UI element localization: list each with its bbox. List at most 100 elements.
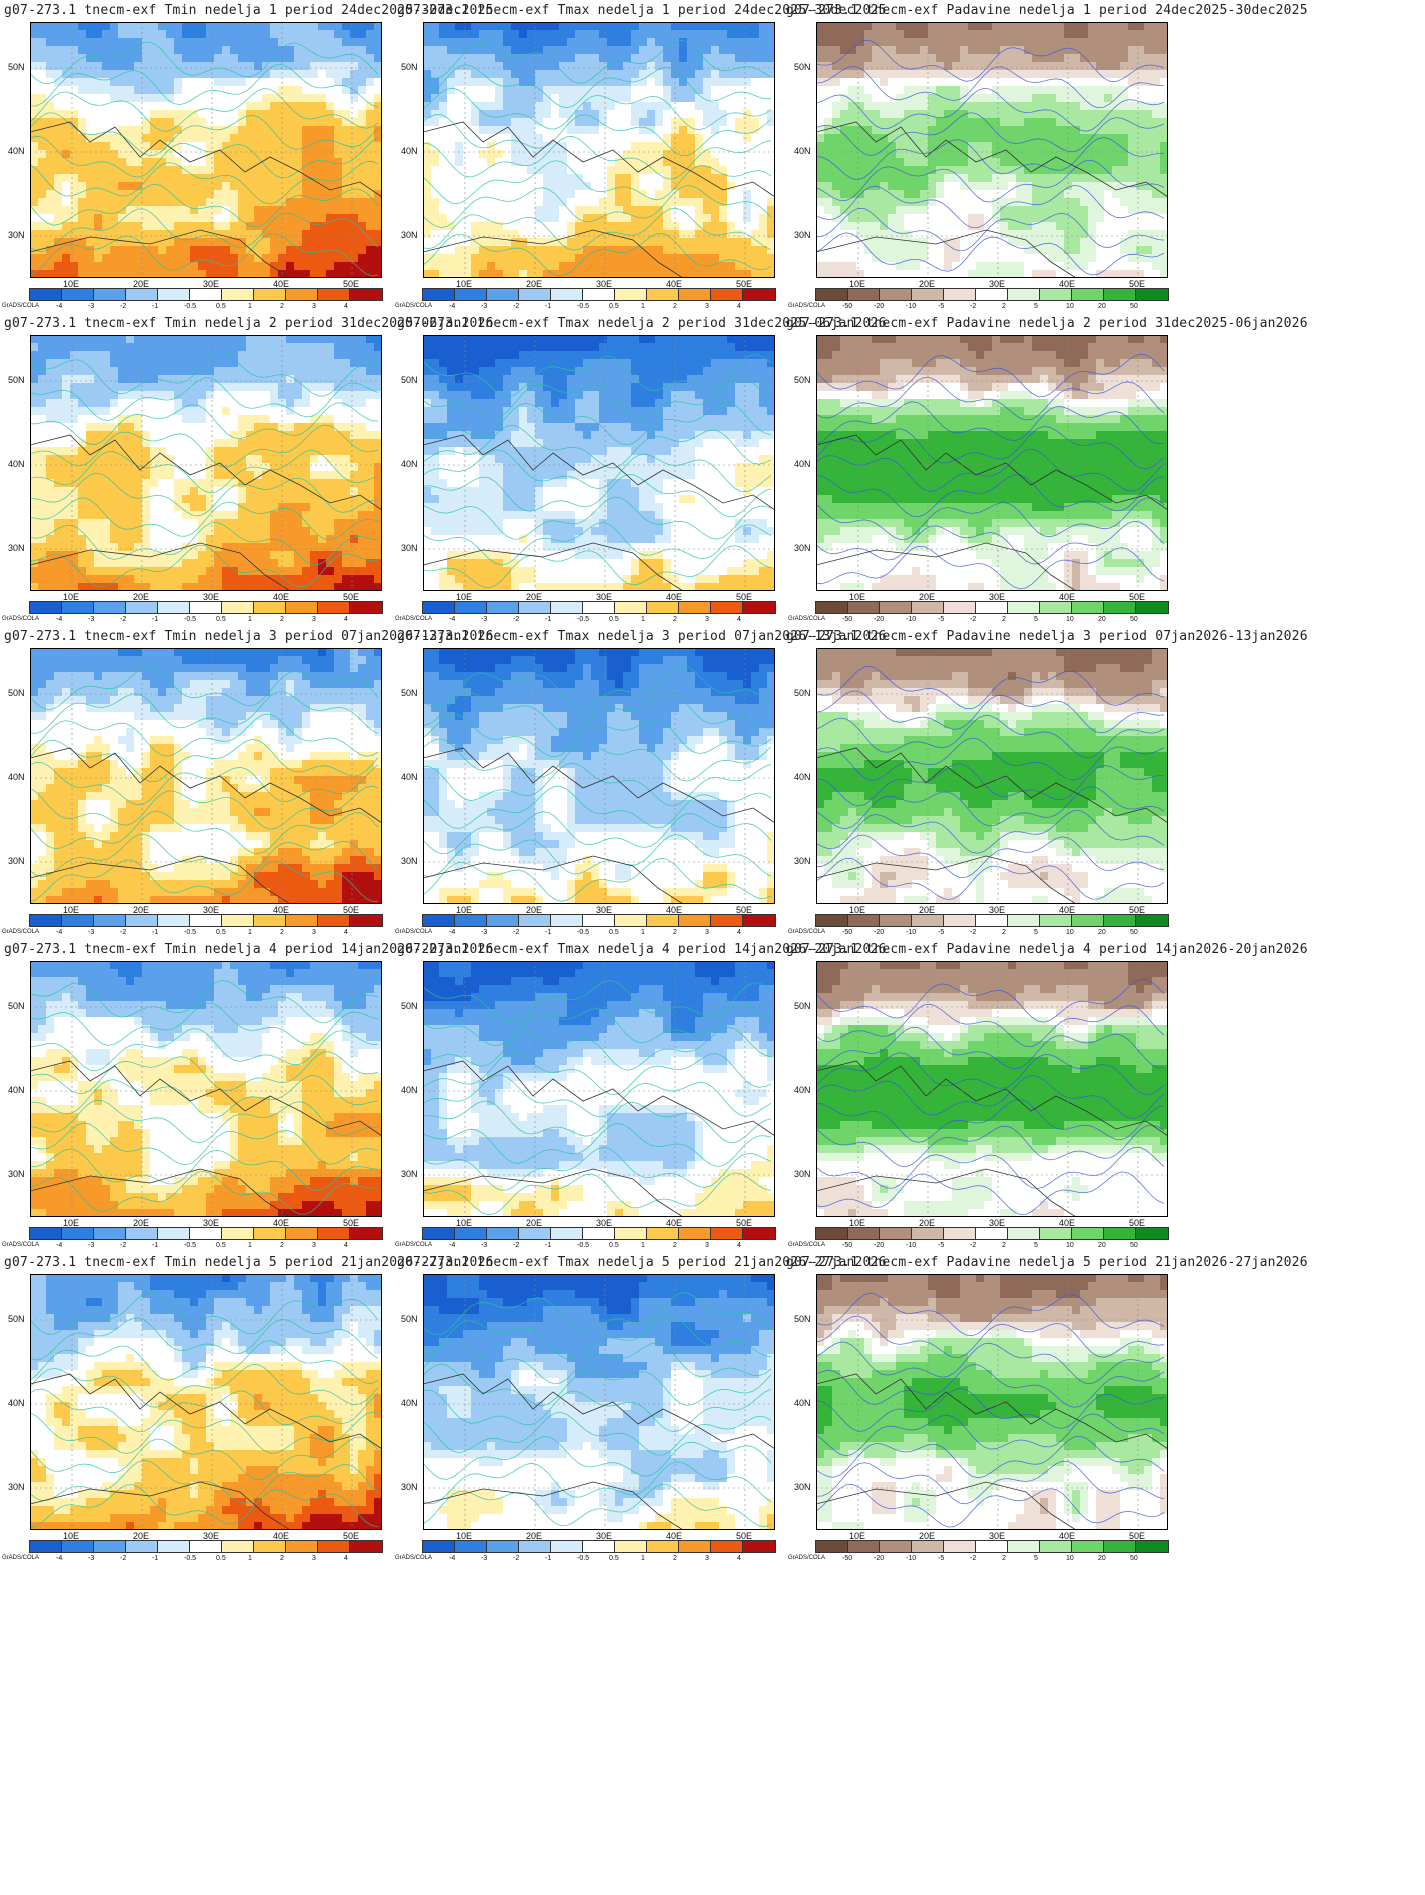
color-scale-label: -3: [88, 929, 94, 936]
map-area: [30, 648, 382, 904]
grads-credit: GrADS/COLA: [395, 303, 432, 309]
latitude-label: 50N: [401, 1314, 418, 1324]
color-scale-label: -2: [970, 929, 976, 936]
longitude-label: 50E: [736, 592, 752, 602]
contour-line: [816, 1315, 1165, 1358]
map-panel-tmin-week-3: g07-273.1 tnecm-exf Tmin nedelja 3 perio…: [0, 626, 493, 939]
contour-line: [423, 64, 772, 109]
color-scale-bar: [29, 1227, 383, 1240]
color-swatch: [742, 1227, 776, 1240]
longitude-label: 10E: [456, 905, 472, 915]
color-scale-bar: [422, 288, 776, 301]
latitude-label: 40N: [794, 1085, 811, 1095]
longitude-label: 50E: [1129, 279, 1145, 289]
contour-line: [816, 810, 1165, 854]
color-scale-label: -3: [481, 1242, 487, 1249]
color-swatch: [317, 288, 351, 301]
grads-credit: GrADS/COLA: [2, 616, 39, 622]
color-swatch: [582, 1227, 616, 1240]
color-swatch: [550, 1227, 584, 1240]
contour-line: [816, 1292, 1165, 1337]
color-scale-label: 4: [344, 616, 348, 623]
color-swatch: [454, 1227, 488, 1240]
color-scale-label: -10: [906, 616, 916, 623]
color-swatch: [1007, 1227, 1041, 1240]
color-scale-label: -1: [152, 616, 158, 623]
color-scale-label: -2: [970, 303, 976, 310]
color-swatch: [486, 288, 520, 301]
contour-line: [816, 1124, 1165, 1168]
color-swatch: [221, 601, 255, 614]
color-scale-label: 20: [1098, 303, 1106, 310]
longitude-label: 50E: [736, 1531, 752, 1541]
contour-line: [816, 87, 1165, 132]
contour-line: [423, 1074, 772, 1117]
color-swatch: [742, 914, 776, 927]
map-area: [423, 648, 775, 904]
contour-line: [423, 785, 772, 829]
coastline: [423, 121, 775, 278]
contour-line: [816, 545, 1165, 590]
latitude-label: 40N: [794, 1398, 811, 1408]
map-area: [30, 961, 382, 1217]
color-scale-label: 10: [1066, 616, 1074, 623]
color-scale-label: 50: [1130, 1555, 1138, 1562]
color-scale-label: 2: [280, 1555, 284, 1562]
longitude-label: 40E: [1059, 905, 1075, 915]
color-swatch: [157, 601, 191, 614]
color-scale-label: -3: [481, 616, 487, 623]
color-scale-label: -10: [906, 1555, 916, 1562]
color-scale-label: 4: [737, 303, 741, 310]
panel-title: g07-273.1 tnecm-exf Tmax nedelja 1 perio…: [397, 3, 887, 18]
contour-line: [816, 1387, 1165, 1432]
color-swatch: [285, 914, 319, 927]
contour-line: [30, 1436, 379, 1481]
color-scale-label: -50: [842, 1242, 852, 1249]
map-field: [423, 1274, 775, 1530]
contour-line: [816, 857, 1165, 901]
color-swatch: [614, 601, 648, 614]
color-swatch: [486, 914, 520, 927]
grads-credit: GrADS/COLA: [395, 616, 432, 622]
color-swatch: [550, 914, 584, 927]
latitude-label: 30N: [401, 543, 418, 553]
contour-line: [30, 208, 379, 253]
longitude-label: 10E: [849, 1218, 865, 1228]
longitude-label: 10E: [456, 592, 472, 602]
color-scale-label: -10: [906, 303, 916, 310]
contour-line: [816, 665, 1165, 710]
color-scale-label: -1: [545, 929, 551, 936]
color-swatch: [422, 914, 456, 927]
map-panel-tmin-week-5: g07-273.1 tnecm-exf Tmin nedelja 5 perio…: [0, 1252, 493, 1565]
color-scale-label: -0.5: [184, 1555, 196, 1562]
color-swatch: [1103, 914, 1137, 927]
contour-line: [423, 1026, 772, 1071]
contour-line: [423, 738, 772, 782]
color-scale-label: -10: [906, 929, 916, 936]
color-scale-label: -4: [449, 929, 455, 936]
contour-line: [423, 1315, 772, 1360]
map-frame: [816, 1274, 1168, 1530]
color-swatch: [189, 1540, 223, 1553]
color-swatch: [1135, 1540, 1169, 1553]
color-swatch: [253, 914, 287, 927]
color-scale-label: -3: [481, 929, 487, 936]
color-swatch: [646, 288, 680, 301]
panel-title: g07-273.1 tnecm-exf Tmax nedelja 4 perio…: [397, 942, 887, 957]
color-scale-label: -2: [513, 929, 519, 936]
contour-line: [816, 690, 1165, 734]
latitude-label: 50N: [794, 1001, 811, 1011]
map-area: [816, 22, 1168, 278]
panel-title: g07-273.1 tnecm-exf Padavine nedelja 3 p…: [786, 629, 1308, 644]
longitude-label: 50E: [1129, 1218, 1145, 1228]
longitude-label: 40E: [1059, 279, 1075, 289]
color-scale-label: 1: [641, 303, 645, 310]
color-swatch: [125, 1227, 159, 1240]
longitude-label: 10E: [63, 279, 79, 289]
map-frame: [30, 648, 382, 904]
color-swatch: [93, 914, 127, 927]
color-scale-label: 2: [1002, 929, 1006, 936]
contour-line: [816, 786, 1165, 830]
color-scale-label: 3: [705, 303, 709, 310]
latitude-label: 40N: [401, 772, 418, 782]
